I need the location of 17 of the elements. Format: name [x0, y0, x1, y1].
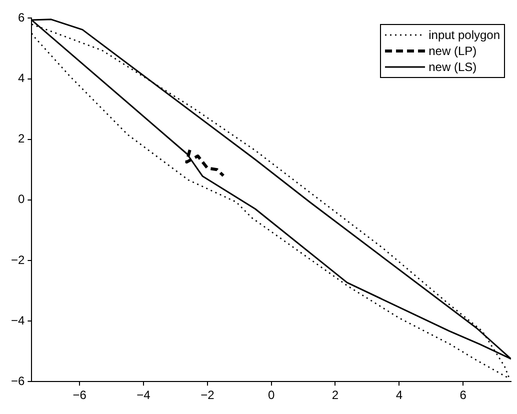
x-tick-label: −6	[72, 388, 87, 402]
y-tick-label: 6	[18, 10, 25, 25]
x-tick-label: −2	[200, 388, 215, 402]
y-tick-label: 0	[18, 192, 25, 206]
y-tick-label: 2	[18, 132, 25, 146]
legend-label: new (LS)	[428, 59, 477, 76]
legend-label: input polygon	[428, 27, 500, 44]
y-tick-label: 4	[18, 71, 25, 86]
y-tick-label: −6	[10, 374, 25, 388]
legend-label: new (LP)	[428, 43, 477, 60]
x-tick-label: 4	[396, 388, 403, 402]
x-tick-label: −4	[136, 388, 151, 402]
x-tick-label: 0	[268, 388, 275, 402]
y-tick-label: −2	[10, 252, 25, 267]
y-tick-label: −4	[10, 313, 25, 328]
x-tick-label: 6	[460, 388, 467, 402]
x-tick-label: 2	[332, 388, 339, 402]
